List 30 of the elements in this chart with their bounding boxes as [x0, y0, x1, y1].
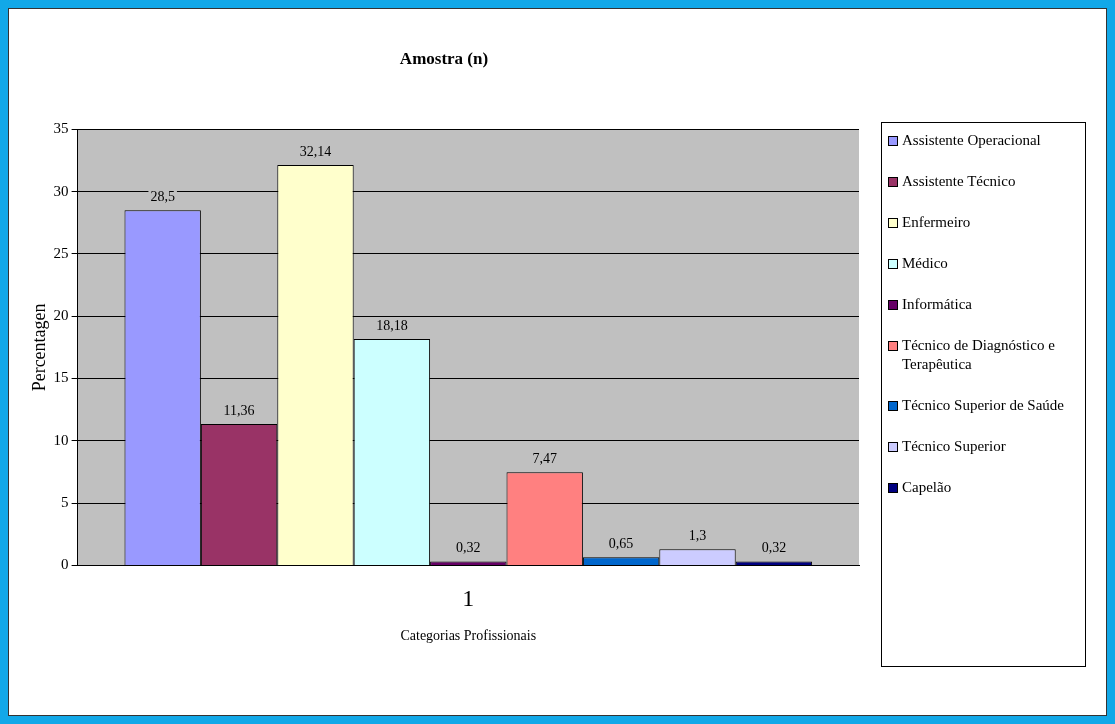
- data-label: 0,65: [608, 535, 634, 551]
- y-tick-label: 35: [53, 120, 69, 137]
- legend-label: Assistente Operacional: [902, 131, 1041, 150]
- data-label: 18,18: [376, 317, 408, 333]
- y-axis-title: Percentagen: [28, 303, 49, 392]
- y-tick-label: 15: [53, 369, 69, 386]
- legend-label: Técnico de Diagnóstico e Terapêutica: [902, 336, 1056, 374]
- data-label: 7,47: [532, 451, 557, 467]
- y-tick-label: 30: [53, 182, 69, 199]
- x-tick-label: 1: [462, 585, 475, 612]
- legend-label: Médico: [902, 254, 948, 273]
- y-tick-label: 5: [61, 494, 69, 511]
- y-tick-label: 20: [53, 307, 69, 324]
- legend-label: Capelão: [902, 478, 952, 497]
- y-tick-label: 0: [61, 556, 69, 573]
- legend-label: Técnico Superior: [902, 437, 1006, 456]
- data-label: 0,32: [456, 540, 481, 556]
- data-label: 1,3: [688, 527, 707, 543]
- y-tick-label: 10: [53, 431, 69, 448]
- data-label: 11,36: [223, 402, 255, 418]
- legend-label: Enfermeiro: [902, 213, 971, 232]
- x-axis-title: Categorias Profissionais: [400, 628, 537, 644]
- data-label: 32,14: [299, 143, 332, 159]
- chart-title: Amostra (n): [399, 48, 489, 68]
- legend-label: Assistente Técnico: [902, 172, 1016, 191]
- legend-label: Técnico Superior de Saúde: [902, 396, 1065, 415]
- y-tick-label: 25: [53, 244, 69, 261]
- data-label: 28,5: [150, 189, 175, 205]
- data-label: 0,32: [761, 540, 787, 556]
- legend-label: Informática: [902, 295, 972, 314]
